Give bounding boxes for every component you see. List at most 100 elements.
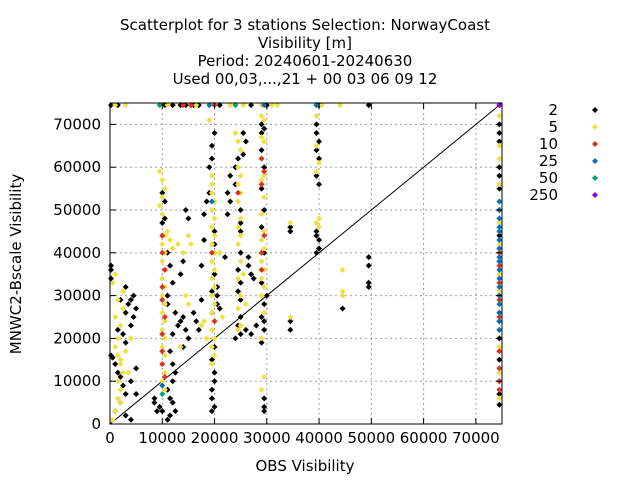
- data-point: [258, 224, 265, 231]
- data-point: [496, 266, 503, 273]
- data-point: [161, 215, 168, 222]
- chart-title: Scatterplot for 3 stations Selection: No…: [120, 16, 490, 88]
- data-point: [161, 335, 168, 342]
- x-tick-label: 70000: [452, 429, 500, 447]
- data-point: [114, 335, 121, 342]
- data-point: [496, 275, 503, 282]
- data-point: [156, 168, 163, 175]
- data-point: [237, 249, 244, 256]
- data-point: [496, 343, 503, 350]
- data-point: [227, 198, 234, 205]
- data-point: [237, 314, 244, 320]
- data-point: [261, 284, 268, 291]
- data-point: [496, 356, 503, 363]
- data-point: [219, 314, 226, 320]
- data-point: [318, 102, 325, 109]
- data-point: [169, 245, 176, 252]
- data-point: [496, 142, 503, 149]
- data-point: [159, 378, 166, 385]
- data-point: [258, 129, 265, 136]
- data-point: [261, 232, 268, 239]
- data-point: [125, 369, 132, 376]
- data-point: [208, 172, 215, 179]
- data-point: [211, 369, 218, 376]
- data-point: [496, 318, 503, 325]
- data-point: [258, 211, 265, 218]
- data-point: [235, 326, 242, 333]
- data-point: [258, 275, 265, 282]
- data-point: [208, 224, 215, 231]
- data-point: [261, 245, 268, 252]
- data-point: [133, 305, 140, 312]
- data-point: [180, 258, 187, 265]
- data-point: [245, 262, 252, 269]
- data-point: [182, 326, 189, 333]
- data-point: [496, 348, 503, 355]
- data-point: [122, 391, 129, 398]
- data-point: [193, 102, 200, 109]
- data-point: [258, 181, 265, 188]
- data-point: [182, 292, 189, 299]
- data-point: [211, 215, 218, 222]
- data-point: [174, 322, 181, 329]
- data-point: [159, 382, 166, 389]
- data-point: [169, 102, 176, 109]
- data-point: [248, 102, 255, 109]
- data-point: [313, 112, 320, 119]
- data-point: [313, 219, 320, 226]
- data-point: [216, 305, 223, 312]
- data-point: [133, 365, 140, 372]
- data-point: [258, 335, 265, 342]
- data-point: [261, 102, 268, 109]
- series-10: [159, 102, 503, 393]
- legend-label: 50: [539, 169, 558, 187]
- data-point: [496, 386, 503, 393]
- data-point: [313, 147, 320, 154]
- data-point: [198, 262, 205, 269]
- data-point: [159, 391, 166, 398]
- data-point: [159, 326, 166, 333]
- data-point: [109, 416, 116, 423]
- data-point: [169, 378, 176, 385]
- data-point: [261, 138, 268, 145]
- data-point: [159, 292, 166, 299]
- data-point: [161, 198, 168, 205]
- data-point: [496, 301, 503, 308]
- data-point: [159, 249, 166, 256]
- data-point: [122, 102, 129, 109]
- data-point: [263, 292, 270, 299]
- y-axis-ticks: 0 10000 20000 30000 40000 50000 60000 70000: [53, 115, 502, 433]
- data-point: [211, 378, 218, 385]
- x-tick-label: 10000: [138, 429, 186, 447]
- data-point: [208, 155, 215, 162]
- data-point: [261, 168, 268, 175]
- data-point: [159, 296, 166, 303]
- data-point: [120, 369, 127, 376]
- data-point: [211, 301, 218, 308]
- data-point: [117, 356, 124, 363]
- data-point: [248, 331, 255, 338]
- data-point: [261, 403, 268, 410]
- legend-label: 250: [529, 186, 558, 204]
- data-point: [208, 343, 215, 350]
- data-point: [261, 125, 268, 132]
- data-point: [496, 314, 503, 320]
- data-point: [261, 194, 268, 201]
- data-point: [127, 322, 134, 329]
- data-point: [112, 314, 119, 320]
- data-point: [159, 284, 166, 291]
- data-point: [496, 215, 503, 222]
- data-point: [122, 309, 129, 316]
- data-point: [496, 309, 503, 316]
- data-point: [258, 279, 265, 286]
- data-point: [496, 395, 503, 402]
- data-point: [258, 112, 265, 119]
- data-point: [208, 181, 215, 188]
- title-line-4: Used 00,03,...,21 + 00 03 06 09 12: [173, 70, 438, 88]
- data-point: [208, 408, 215, 415]
- data-point: [114, 352, 121, 359]
- data-point: [235, 181, 242, 188]
- data-point: [496, 241, 503, 248]
- x-tick-label: 20000: [191, 429, 239, 447]
